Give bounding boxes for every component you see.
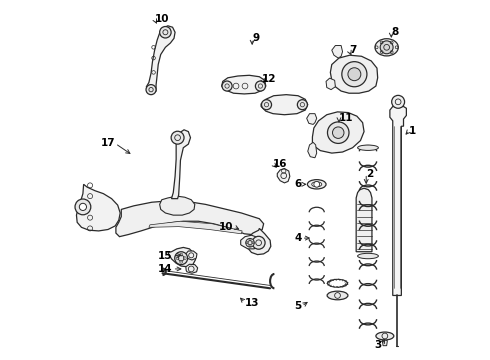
Text: 3: 3 [374, 340, 381, 350]
Polygon shape [313, 112, 364, 153]
Polygon shape [172, 130, 191, 199]
Ellipse shape [376, 332, 394, 340]
Polygon shape [247, 228, 271, 255]
Polygon shape [149, 221, 242, 234]
Polygon shape [382, 339, 388, 346]
Text: 5: 5 [294, 301, 302, 311]
Circle shape [255, 81, 266, 91]
Polygon shape [261, 95, 308, 115]
Circle shape [75, 199, 91, 215]
Polygon shape [221, 75, 266, 94]
Polygon shape [277, 168, 290, 183]
Text: 7: 7 [349, 45, 356, 55]
Ellipse shape [358, 145, 378, 150]
Circle shape [262, 100, 271, 110]
Text: 13: 13 [245, 298, 260, 308]
Circle shape [333, 127, 344, 138]
Text: 2: 2 [366, 168, 373, 179]
Circle shape [297, 100, 307, 110]
Text: 9: 9 [252, 33, 259, 43]
Text: 11: 11 [339, 113, 353, 123]
Circle shape [380, 41, 393, 54]
Text: 8: 8 [392, 27, 398, 37]
Polygon shape [147, 26, 175, 93]
Polygon shape [76, 184, 120, 231]
Text: 14: 14 [158, 264, 172, 274]
Text: 4: 4 [294, 233, 302, 243]
Polygon shape [241, 235, 260, 249]
Circle shape [79, 203, 87, 211]
Text: 12: 12 [262, 74, 277, 84]
Polygon shape [186, 264, 197, 273]
Polygon shape [116, 201, 264, 237]
Circle shape [342, 62, 367, 87]
Circle shape [252, 236, 265, 249]
Text: 17: 17 [100, 139, 115, 148]
Circle shape [392, 95, 405, 108]
Text: 10: 10 [155, 14, 169, 24]
Circle shape [160, 27, 171, 38]
Circle shape [222, 81, 232, 91]
Polygon shape [326, 78, 335, 90]
Circle shape [175, 252, 188, 265]
Text: 15: 15 [158, 251, 172, 261]
Polygon shape [330, 55, 378, 93]
Ellipse shape [307, 180, 326, 189]
Text: 6: 6 [294, 179, 302, 189]
Circle shape [245, 238, 254, 247]
Polygon shape [332, 45, 343, 58]
Polygon shape [307, 114, 317, 125]
Circle shape [348, 68, 361, 81]
Text: 16: 16 [273, 159, 288, 169]
Circle shape [146, 85, 156, 95]
Ellipse shape [327, 291, 348, 300]
Text: 10: 10 [219, 222, 234, 231]
Polygon shape [168, 247, 196, 267]
Polygon shape [160, 196, 195, 215]
Polygon shape [356, 188, 372, 252]
Polygon shape [308, 142, 317, 158]
Ellipse shape [312, 182, 322, 187]
Text: 1: 1 [409, 126, 416, 135]
Polygon shape [186, 251, 197, 260]
Polygon shape [390, 107, 406, 296]
Circle shape [314, 181, 319, 187]
Circle shape [171, 131, 184, 144]
Ellipse shape [375, 39, 398, 56]
Ellipse shape [358, 253, 378, 259]
Circle shape [327, 122, 349, 143]
